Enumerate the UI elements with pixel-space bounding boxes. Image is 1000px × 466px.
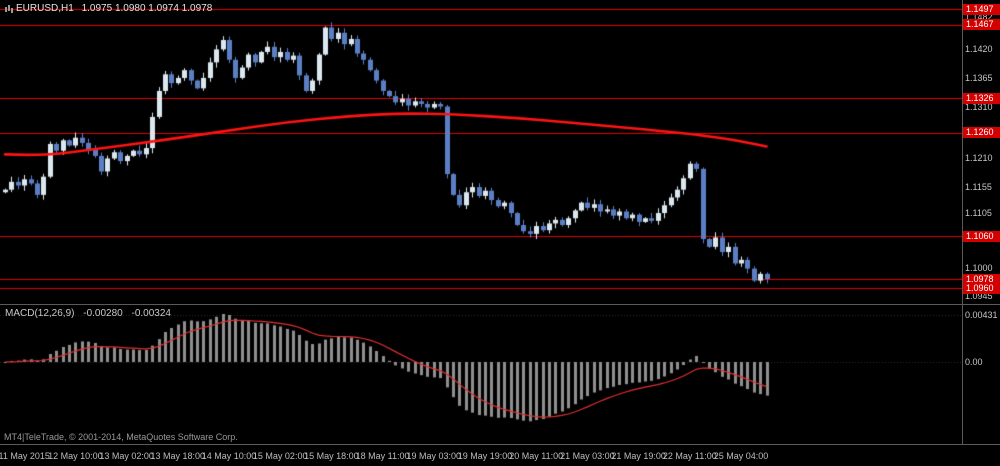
macd-signal-value: -0.00324 [131, 308, 171, 319]
price-level-badge: 1.1326 [963, 92, 1000, 104]
price-level-badge: 1.1260 [963, 127, 1000, 138]
time-axis-label: 21 May 03:00 [560, 451, 615, 461]
time-axis-label: 13 May 02:00 [99, 451, 154, 461]
ohlc-values: 1.0975 1.0980 1.0974 1.0978 [81, 3, 213, 14]
price-level-badge: 1.0960 [963, 282, 1000, 294]
price-axis-label: 1.1105 [965, 208, 992, 219]
macd-name: MACD(12,26,9) [5, 308, 75, 319]
price-level-badge: 1.1060 [963, 230, 1000, 242]
price-axis-label: 1.1365 [965, 72, 993, 83]
time-axis-label: 12 May 10:00 [48, 451, 103, 461]
price-axis-separator [962, 0, 963, 445]
macd-axis-label: 0.00431 [965, 310, 998, 321]
price-axis-label: 1.1000 [965, 262, 993, 273]
time-axis-label: 14 May 10:00 [201, 451, 257, 461]
copyright-text: MT4|TeleTrade, © 2001-2014, MetaQuotes S… [4, 432, 238, 442]
time-axis-label: 11 May 2015 [0, 451, 50, 461]
price-axis-label: 1.1155 [965, 182, 992, 193]
price-axis[interactable] [962, 0, 1000, 445]
time-axis-label: 19 May 19:00 [457, 451, 513, 461]
symbol-period-label: EURUSD,H1 [16, 3, 74, 14]
time-axis-label: 20 May 11:00 [509, 451, 564, 461]
macd-indicator-canvas[interactable] [0, 305, 962, 444]
time-axis-label: 21 May 19:00 [611, 451, 666, 461]
price-axis-label: 1.1310 [965, 101, 993, 112]
price-level-badge: 1.1497 [963, 3, 1000, 15]
macd-main-value: -0.00280 [83, 308, 123, 319]
main-chart-canvas[interactable] [0, 0, 962, 304]
time-axis-label: 15 May 18:00 [304, 451, 359, 461]
chart-icon [5, 5, 13, 13]
price-level-badge: 1.1467 [963, 19, 1000, 31]
chart-title: EURUSD,H1 1.0975 1.0980 1.0974 1.0978 [16, 3, 217, 14]
price-axis-label: 1.1482 [965, 12, 993, 23]
time-axis-label: 15 May 02:00 [252, 451, 308, 461]
time-axis-label: 13 May 18:00 [150, 451, 206, 461]
time-axis-label: 25 May 04:00 [713, 451, 769, 461]
price-axis-label: 1.1210 [965, 153, 993, 164]
price-axis-label: 1.1420 [965, 44, 993, 55]
macd-axis-label: 0.00 [965, 357, 983, 367]
panel-divider[interactable] [0, 444, 1000, 445]
time-axis-label: 19 May 03:00 [406, 451, 462, 461]
price-axis-label: 1.0945 [965, 291, 993, 302]
time-axis-label: 22 May 11:00 [662, 451, 717, 461]
price-level-badge: 1.0978 [963, 273, 1000, 285]
time-axis-label: 18 May 11:00 [355, 451, 410, 461]
panel-divider[interactable] [0, 304, 1000, 305]
macd-indicator-label: MACD(12,26,9) -0.00280 -0.00324 [5, 308, 177, 319]
